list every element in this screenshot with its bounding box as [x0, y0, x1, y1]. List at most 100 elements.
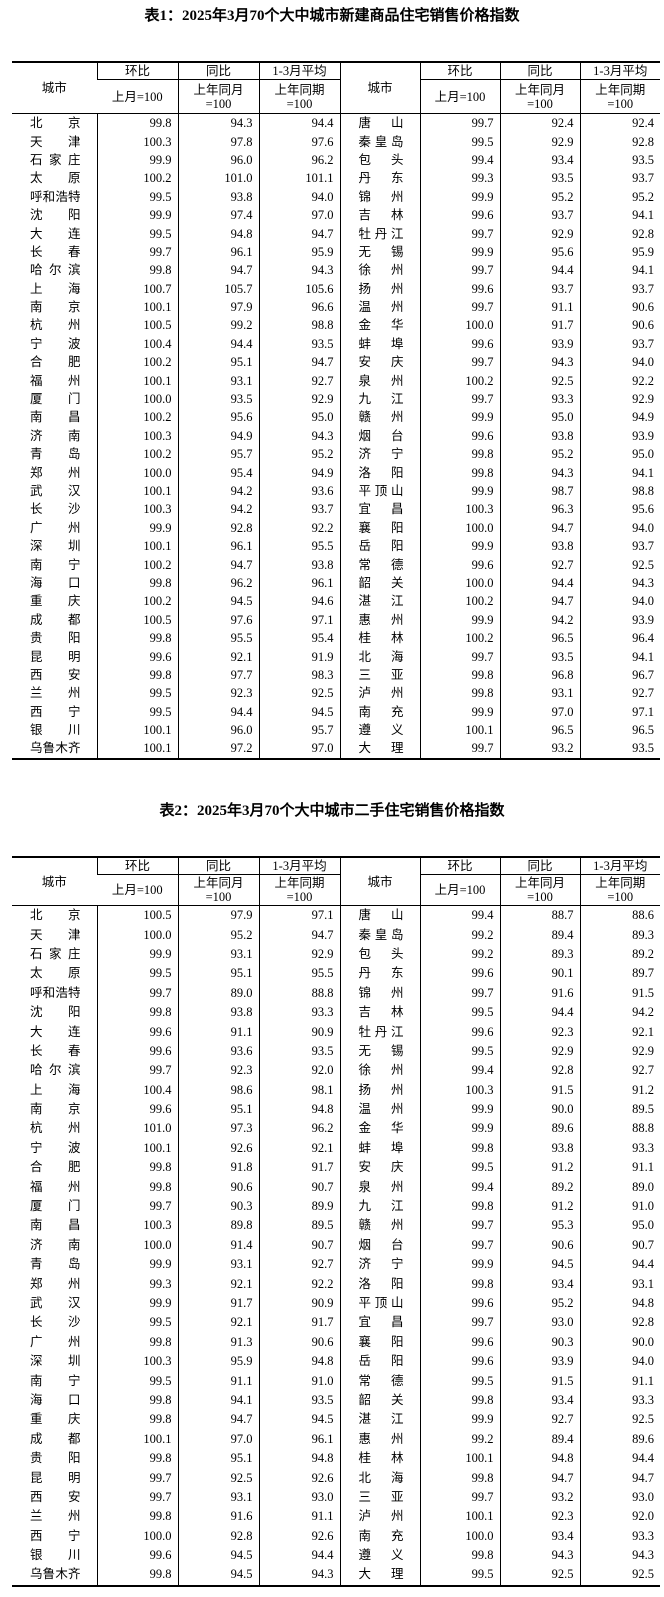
- avg-value: 92.2: [258, 518, 340, 537]
- city-name: 重庆: [30, 1412, 81, 1427]
- avg-value: 96.6: [258, 297, 340, 317]
- yoy-value: 97.0: [499, 702, 580, 721]
- avg-value: 92.7: [579, 1061, 660, 1081]
- avg-value: 94.9: [579, 408, 660, 427]
- yoy-value: 94.7: [499, 592, 580, 611]
- mom-value: 99.2: [419, 1429, 500, 1449]
- yoy-value: 105.7: [177, 279, 259, 298]
- city-name: 金华: [339, 1119, 420, 1139]
- yoy-value: 93.8: [499, 536, 580, 556]
- avg-value: 91.0: [258, 1371, 340, 1391]
- mom-value: 100.1: [96, 720, 178, 740]
- mom-value: 99.9: [96, 518, 178, 537]
- yoy-value: 90.1: [499, 964, 580, 984]
- mom-value: 100.0: [96, 1526, 178, 1546]
- yoy-value: 93.8: [499, 426, 580, 446]
- city-name: 哈尔滨: [30, 1063, 81, 1078]
- table-row: 厦门 99.7 90.3 89.9 九江 99.8 91.2 91.0: [12, 1196, 660, 1217]
- yoy-value: 92.3: [499, 1507, 580, 1527]
- city-name: 韶关: [339, 1390, 420, 1411]
- avg-value: 90.7: [258, 1235, 340, 1256]
- mom-value: 99.7: [419, 1487, 500, 1508]
- avg-value: 94.7: [258, 353, 340, 372]
- mom-value: 99.9: [419, 702, 500, 721]
- city-name: 三亚: [339, 665, 420, 685]
- avg-value: 92.1: [258, 1138, 340, 1159]
- mom-value: 99.6: [96, 1041, 178, 1062]
- city-name: 湛江: [339, 592, 420, 611]
- header-city: 城市: [339, 62, 420, 114]
- yoy-value: 90.3: [499, 1332, 580, 1352]
- avg-value: 91.0: [579, 1196, 660, 1217]
- mom-value: 99.4: [419, 1061, 500, 1081]
- header-mom: 环比: [96, 857, 178, 875]
- city-name: 昆明: [30, 1470, 81, 1485]
- header-yoy-base: 上年同月 =100: [177, 79, 259, 114]
- city-name: 大理: [339, 1565, 420, 1586]
- yoy-value: 93.4: [499, 150, 580, 170]
- city-name: 南充: [339, 702, 420, 721]
- avg-value: 96.1: [258, 573, 340, 593]
- mom-value: 99.8: [96, 1158, 178, 1178]
- yoy-value: 94.4: [499, 573, 580, 593]
- city-name: 徐州: [339, 261, 420, 280]
- table-row: 哈尔滨 99.8 94.7 94.3 徐州 99.7 94.4 94.1: [12, 261, 660, 280]
- city-name: 济宁: [339, 1255, 420, 1275]
- city-name: 唐山: [339, 113, 420, 133]
- avg-value: 94.6: [258, 592, 340, 611]
- city-name: 唐山: [339, 905, 420, 926]
- yoy-value: 95.9: [177, 1351, 259, 1372]
- city-name: 广州: [30, 520, 81, 535]
- header-avg-base: 上年同期 =100: [579, 79, 660, 114]
- yoy-value: 94.7: [177, 261, 259, 280]
- mom-value: 99.7: [419, 983, 500, 1003]
- table-row: 上海 100.4 98.6 98.1 扬州 100.3 91.5 91.2: [12, 1080, 660, 1100]
- yoy-value: 95.4: [177, 463, 259, 482]
- city-name: 吉林: [339, 205, 420, 225]
- yoy-value: 97.0: [177, 1429, 259, 1449]
- mom-value: 100.2: [96, 592, 178, 611]
- city-name: 武汉: [30, 1296, 81, 1310]
- city-name: 长春: [30, 244, 81, 259]
- yoy-value: 89.2: [499, 1177, 580, 1197]
- mom-value: 99.5: [96, 684, 178, 703]
- avg-value: 97.0: [258, 205, 340, 225]
- city-name: 重庆: [30, 594, 81, 609]
- yoy-value: 95.0: [499, 408, 580, 427]
- header-mom-base: 上月=100: [419, 79, 500, 114]
- header-yoy-base: 上年同月 =100: [177, 874, 259, 906]
- header-mom: 环比: [419, 62, 500, 80]
- yoy-value: 94.8: [177, 224, 259, 243]
- mom-value: 99.4: [419, 1177, 500, 1197]
- header-mom-base: 上月=100: [97, 874, 178, 906]
- mom-value: 99.9: [419, 408, 500, 427]
- mom-value: 100.0: [96, 463, 178, 482]
- mom-value: 99.8: [96, 665, 178, 685]
- table-row: 南京 100.1 97.9 96.6 温州 99.7 91.1 90.6: [12, 297, 660, 317]
- mom-value: 99.7: [419, 1235, 500, 1256]
- yoy-value: 93.2: [499, 739, 580, 759]
- avg-value: 93.3: [579, 1138, 660, 1159]
- mom-value: 99.5: [419, 1371, 500, 1391]
- avg-value: 93.6: [258, 481, 340, 501]
- table-row: 上海 100.7 105.7 105.6 扬州 99.6 93.7 93.7: [12, 279, 660, 298]
- yoy-value: 96.0: [177, 150, 259, 170]
- yoy-value: 90.6: [177, 1177, 259, 1197]
- table-row: 成都 100.5 97.6 97.1 惠州 99.9 94.2 93.9: [12, 610, 660, 629]
- yoy-value: 95.1: [177, 964, 259, 984]
- yoy-value: 94.5: [177, 1545, 259, 1566]
- yoy-value: 96.3: [499, 500, 580, 519]
- mom-value: 99.5: [419, 1565, 500, 1586]
- mom-value: 100.0: [96, 1235, 178, 1256]
- table-row: 贵阳 99.8 95.1 94.8 桂林 100.1 94.8 94.4: [12, 1448, 660, 1469]
- yoy-value: 92.7: [499, 1410, 580, 1430]
- city-name: 湛江: [339, 1410, 420, 1430]
- mom-value: 99.5: [96, 702, 178, 721]
- city-name: 南充: [339, 1526, 420, 1546]
- avg-value: 90.7: [579, 1235, 660, 1256]
- city-name: 吉林: [339, 1002, 420, 1023]
- city-name: 北京: [30, 116, 81, 131]
- avg-value: 97.1: [579, 702, 660, 721]
- yoy-value: 91.7: [177, 1293, 259, 1314]
- mom-value: 100.3: [96, 1351, 178, 1372]
